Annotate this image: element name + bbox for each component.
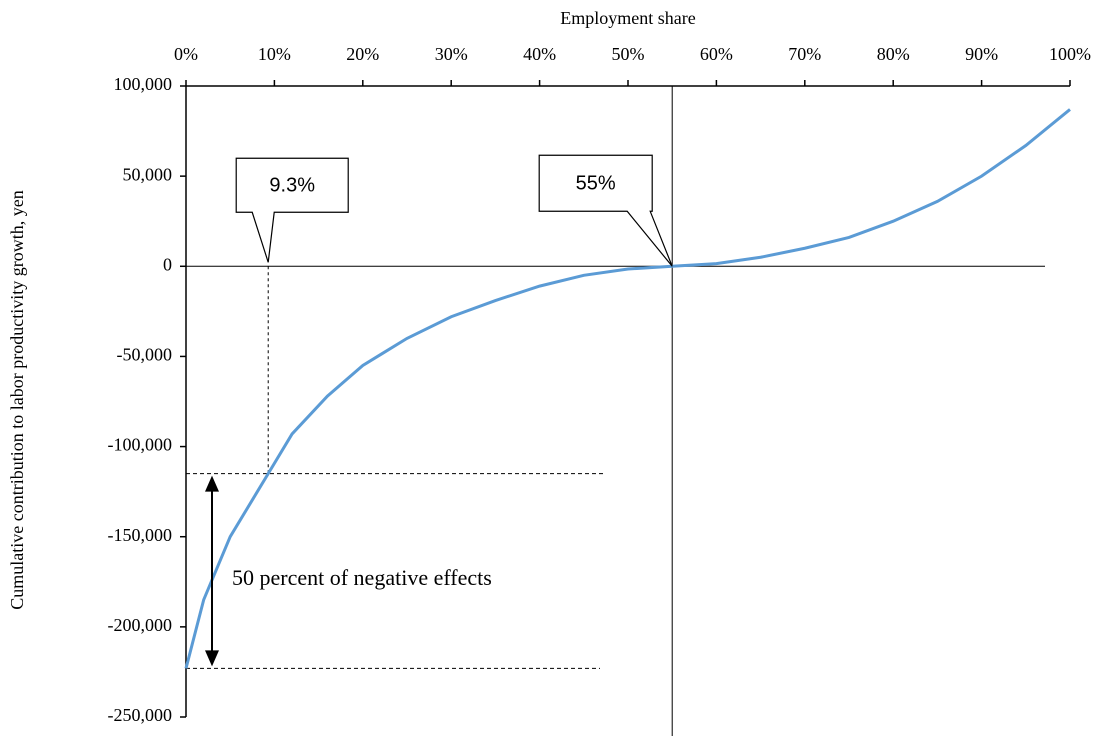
x-tick-label: 70% bbox=[788, 44, 821, 64]
bracket-label: 50 percent of negative effects bbox=[232, 565, 492, 590]
x-tick-label: 0% bbox=[174, 44, 198, 64]
callout-box bbox=[235, 157, 349, 263]
callout-label: 55% bbox=[576, 173, 616, 195]
x-tick-label: 20% bbox=[346, 44, 379, 64]
y-tick-label: -250,000 bbox=[108, 705, 173, 725]
y-axis-title: Cumulative contribution to labor product… bbox=[7, 190, 27, 610]
x-tick-label: 50% bbox=[612, 44, 645, 64]
x-tick-label: 90% bbox=[965, 44, 998, 64]
callout-label: 9.3% bbox=[269, 175, 315, 197]
y-tick-label: 0 bbox=[163, 254, 172, 274]
x-tick-label: 10% bbox=[258, 44, 291, 64]
x-tick-label: 80% bbox=[877, 44, 910, 64]
y-tick-label: -100,000 bbox=[108, 435, 173, 455]
y-tick-label: 100,000 bbox=[114, 74, 173, 94]
x-axis-title: Employment share bbox=[560, 8, 695, 28]
x-tick-label: 30% bbox=[435, 44, 468, 64]
x-tick-label: 60% bbox=[700, 44, 733, 64]
y-tick-label: -200,000 bbox=[108, 615, 173, 635]
y-tick-label: -50,000 bbox=[117, 345, 173, 365]
callout-box bbox=[538, 154, 673, 267]
arrow-head bbox=[205, 650, 219, 667]
x-tick-label: 40% bbox=[523, 44, 556, 64]
y-tick-label: -150,000 bbox=[108, 525, 173, 545]
x-tick-label: 100% bbox=[1049, 44, 1091, 64]
arrow-head bbox=[205, 475, 219, 492]
line-series bbox=[184, 108, 1071, 669]
y-tick-label: 50,000 bbox=[123, 164, 173, 184]
